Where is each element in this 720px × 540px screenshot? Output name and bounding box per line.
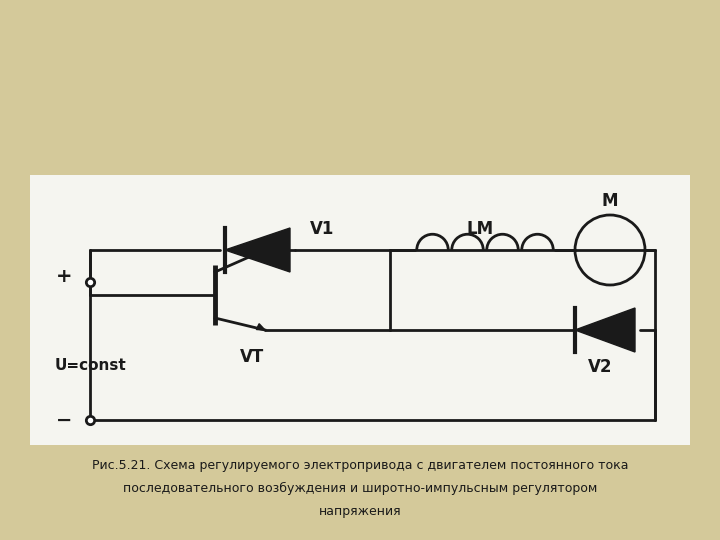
Text: LM: LM	[467, 220, 494, 238]
Text: +: +	[55, 267, 72, 287]
Text: V2: V2	[588, 358, 612, 376]
Polygon shape	[225, 228, 290, 272]
Text: VT: VT	[240, 348, 264, 366]
Text: U=const: U=const	[55, 357, 127, 373]
Bar	[30, 175, 690, 445]
Text: напряжения: напряжения	[319, 504, 401, 517]
Text: −: −	[55, 410, 72, 429]
Text: M: M	[602, 192, 618, 210]
Polygon shape	[256, 323, 265, 330]
Text: последовательного возбуждения и широтно-импульсным регулятором: последовательного возбуждения и широтно-…	[123, 482, 597, 495]
Text: V1: V1	[310, 220, 334, 238]
Polygon shape	[575, 308, 635, 352]
Text: Рис.5.21. Схема регулируемого электропривода с двигателем постоянного тока: Рис.5.21. Схема регулируемого электропри…	[91, 458, 629, 471]
